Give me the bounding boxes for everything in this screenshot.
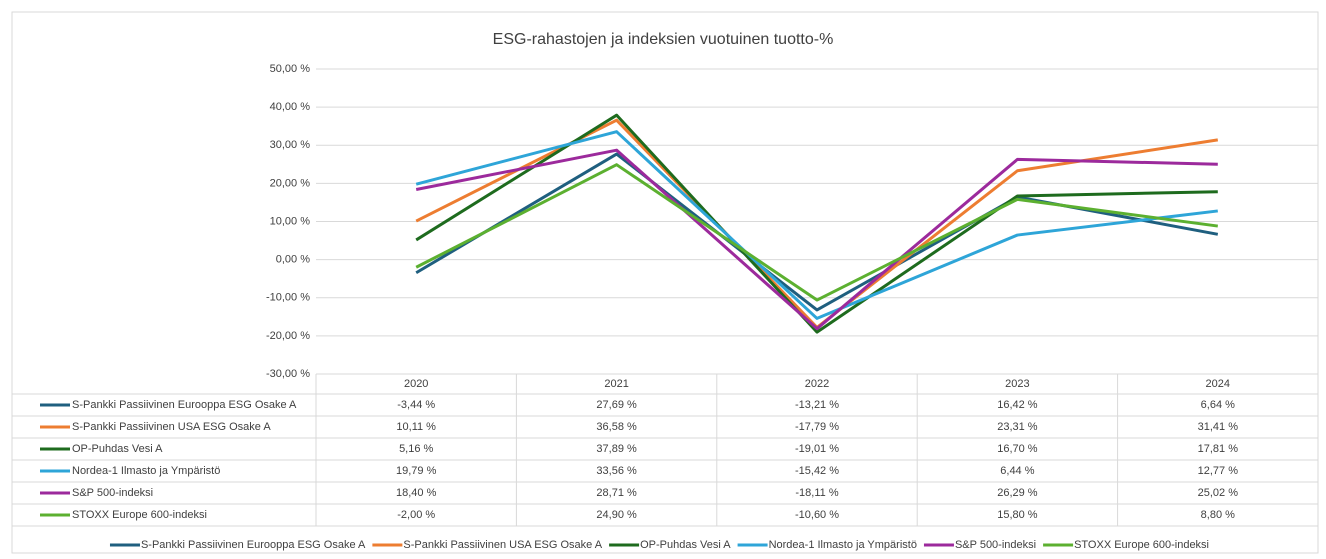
- legend-label: S&P 500-indeksi: [955, 539, 1036, 551]
- y-tick-label: 40,00 %: [270, 101, 311, 113]
- x-tick-label: 2024: [1206, 378, 1230, 390]
- x-tick-label: 2023: [1005, 378, 1029, 390]
- table-cell: -19,01 %: [795, 443, 839, 455]
- x-tick-label: 2020: [404, 378, 428, 390]
- y-tick-label: 20,00 %: [270, 177, 311, 189]
- table-series-name: OP-Puhdas Vesi A: [72, 443, 163, 455]
- legend-label: S-Pankki Passiivinen Eurooppa ESG Osake …: [141, 539, 366, 551]
- table-cell: 24,90 %: [596, 509, 637, 521]
- table-cell: 12,77 %: [1198, 465, 1239, 477]
- table-cell: 31,41 %: [1198, 421, 1239, 433]
- series-line: [415, 163, 1218, 302]
- table-cell: 37,89 %: [596, 443, 637, 455]
- table-cell: 17,81 %: [1198, 443, 1239, 455]
- table-series-name: STOXX Europe 600-indeksi: [72, 509, 207, 521]
- table-cell: 16,70 %: [997, 443, 1038, 455]
- series-line: [415, 113, 1218, 334]
- legend-label: Nordea-1 Ilmasto ja Ympäristö: [769, 539, 917, 551]
- table-cell: -3,44 %: [397, 399, 435, 411]
- table-cell: -15,42 %: [795, 465, 839, 477]
- table-series-name: S-Pankki Passiivinen USA ESG Osake A: [72, 421, 271, 433]
- table-cell: 26,29 %: [997, 487, 1038, 499]
- table-cell: 28,71 %: [596, 487, 637, 499]
- table-series-name: Nordea-1 Ilmasto ja Ympäristö: [72, 465, 220, 477]
- table-cell: 25,02 %: [1198, 487, 1239, 499]
- series-line: [415, 130, 1218, 320]
- table-cell: 6,44 %: [1000, 465, 1034, 477]
- legend-label: OP-Puhdas Vesi A: [640, 539, 731, 551]
- table-cell: 16,42 %: [997, 399, 1038, 411]
- y-tick-label: -20,00 %: [266, 330, 310, 342]
- legend-label: STOXX Europe 600-indeksi: [1074, 539, 1209, 551]
- table-cell: 10,11 %: [396, 421, 436, 433]
- y-tick-label: -10,00 %: [266, 292, 310, 304]
- table-cell: 23,31 %: [997, 421, 1038, 433]
- y-tick-label: 0,00 %: [276, 254, 310, 266]
- chart-title: ESG-rahastojen ja indeksien vuotuinen tu…: [493, 31, 834, 48]
- y-tick-label: -30,00 %: [266, 368, 310, 380]
- series-line: [415, 148, 1218, 331]
- table-cell: 27,69 %: [596, 399, 637, 411]
- table-cell: 8,80 %: [1201, 509, 1235, 521]
- legend-label: S-Pankki Passiivinen USA ESG Osake A: [403, 539, 602, 551]
- x-tick-label: 2021: [604, 378, 628, 390]
- table-cell: -18,11 %: [795, 487, 838, 499]
- table-cell: 18,40 %: [396, 487, 437, 499]
- x-tick-label: 2022: [805, 378, 829, 390]
- table-cell: 6,64 %: [1201, 399, 1235, 411]
- y-tick-label: 50,00 %: [270, 63, 311, 75]
- table-cell: -13,21 %: [795, 399, 839, 411]
- y-tick-label: 30,00 %: [270, 139, 311, 151]
- chart-frame: [11, 11, 1319, 554]
- table-cell: -17,79 %: [795, 421, 839, 433]
- table-series-name: S-Pankki Passiivinen Eurooppa ESG Osake …: [72, 399, 297, 411]
- y-tick-label: 10,00 %: [270, 215, 311, 227]
- table-cell: -2,00 %: [397, 509, 435, 521]
- table-cell: 15,80 %: [997, 509, 1038, 521]
- table-series-name: S&P 500-indeksi: [72, 487, 153, 499]
- table-cell: 33,56 %: [596, 465, 637, 477]
- table-cell: 5,16 %: [399, 443, 433, 455]
- table-cell: 36,58 %: [596, 421, 637, 433]
- table-cell: 19,79 %: [396, 465, 437, 477]
- table-cell: -10,60 %: [795, 509, 839, 521]
